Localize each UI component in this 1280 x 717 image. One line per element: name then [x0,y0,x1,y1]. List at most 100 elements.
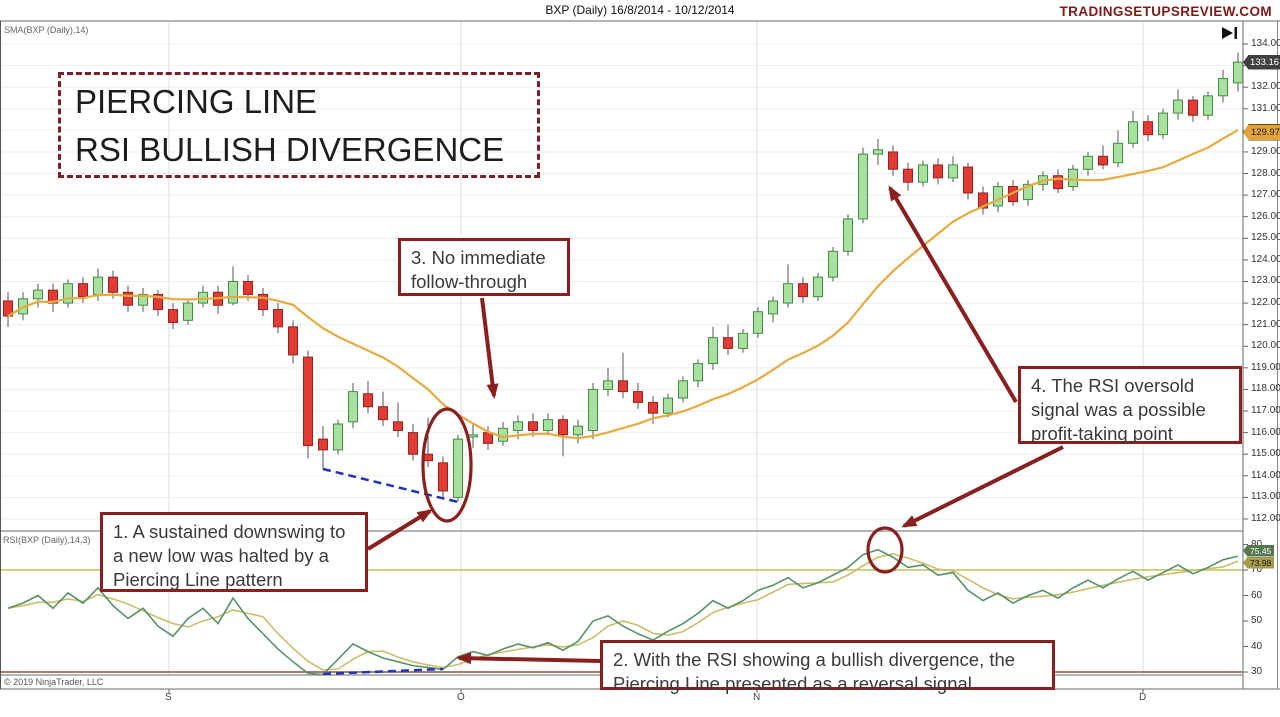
highlight-ellipse [866,526,904,574]
candle [1023,183,1033,200]
candle [468,434,478,438]
candle [1053,175,1063,190]
last-price-tag: 133.16 [1243,55,1280,70]
sma-line [7,129,1239,440]
candle [588,388,598,431]
candle [858,153,868,220]
candle [633,391,643,403]
candle [3,300,13,317]
divergence-trendline [322,467,459,504]
pattern-title-box: PIERCING LINE RSI BULLISH DIVERGENCE [58,72,540,178]
candle [153,293,163,311]
candle [138,293,148,306]
sma-value-tag: 129.97 [1243,124,1280,141]
candle [918,164,928,183]
candle [483,432,493,444]
annotation-arrow [888,185,1018,404]
candle [693,363,703,382]
divergence-trendline [322,667,444,676]
annotation-arrow [366,509,433,551]
rsi-value-tag: 75.45 [1243,545,1275,557]
candle [618,380,628,393]
website-watermark: TRADINGSETUPSREVIEW.COM [1059,4,1272,19]
candle [963,166,973,194]
candle [498,427,508,442]
candle [873,149,883,155]
candle [783,283,793,304]
candle [348,391,358,423]
candle [1128,121,1138,144]
candle [1098,155,1108,166]
chart-title: BXP (Daily) 16/8/2014 - 10/12/2014 [545,3,735,17]
candle [168,309,178,324]
candle [1233,61,1243,84]
candle [993,185,1003,207]
candle [1068,168,1078,187]
callout-rsi-profit-taking: 4. The RSI oversold signal was a possibl… [1018,366,1242,444]
candle [438,462,448,492]
candle [243,280,253,295]
candle [1113,142,1123,164]
candle [408,432,418,455]
candle [183,302,193,321]
candle [228,280,238,304]
candle [573,425,583,436]
candle [63,283,73,304]
skip-to-end-icon [1222,27,1237,39]
rsi-avg-value-tag: 73.98 [1243,557,1275,569]
candle [273,309,283,328]
rsi-layer [7,548,1239,675]
pattern-title-line2: RSI BULLISH DIVERGENCE [75,130,505,168]
candle [753,311,763,334]
candle [1173,99,1183,114]
candle [798,283,808,298]
candle [1083,155,1093,170]
candle [78,283,88,298]
candle [1143,121,1153,136]
candle [393,421,403,431]
candle [888,151,898,170]
candle [378,406,388,421]
candle [513,421,523,431]
candle [333,423,343,451]
highlight-ellipse [421,407,473,523]
go-to-last-bar-button[interactable] [1221,26,1239,40]
callout-no-follow-through: 3. No immediate follow-through [398,238,570,296]
annotation-arrow [456,652,601,665]
candles-layer [3,52,1243,502]
candle [903,168,913,183]
candle [678,380,688,399]
candle [558,419,568,436]
candle [303,356,313,447]
copyright-text: © 2019 NinjaTrader, LLC [4,677,104,687]
candle [603,380,613,390]
candle [843,218,853,252]
rsi-indicator-label: RSI(BXP (Daily),14,3) [3,535,91,545]
candle [123,291,133,306]
candle [663,397,673,414]
rsi-line [7,548,1239,675]
candle [978,192,988,209]
candle [828,250,838,278]
candle [33,289,43,300]
candle [108,276,118,293]
candle [363,393,373,408]
callout-bullish-divergence: 2. With the RSI showing a bullish diverg… [600,640,1055,694]
candle [543,419,553,431]
candle [453,438,463,498]
sma-indicator-label: SMA(BXP (Daily),14) [4,25,89,35]
candle [258,293,268,311]
candle [1188,99,1198,116]
pattern-title-line1: PIERCING LINE [75,83,318,120]
candle [813,276,823,298]
candle [288,326,298,356]
annotation-arrow [480,297,499,399]
annotation-arrow [901,445,1064,528]
candle [723,337,733,349]
candle [738,332,748,349]
candle [1218,78,1228,97]
candle [528,421,538,431]
candle [768,300,778,315]
candle [648,401,658,414]
